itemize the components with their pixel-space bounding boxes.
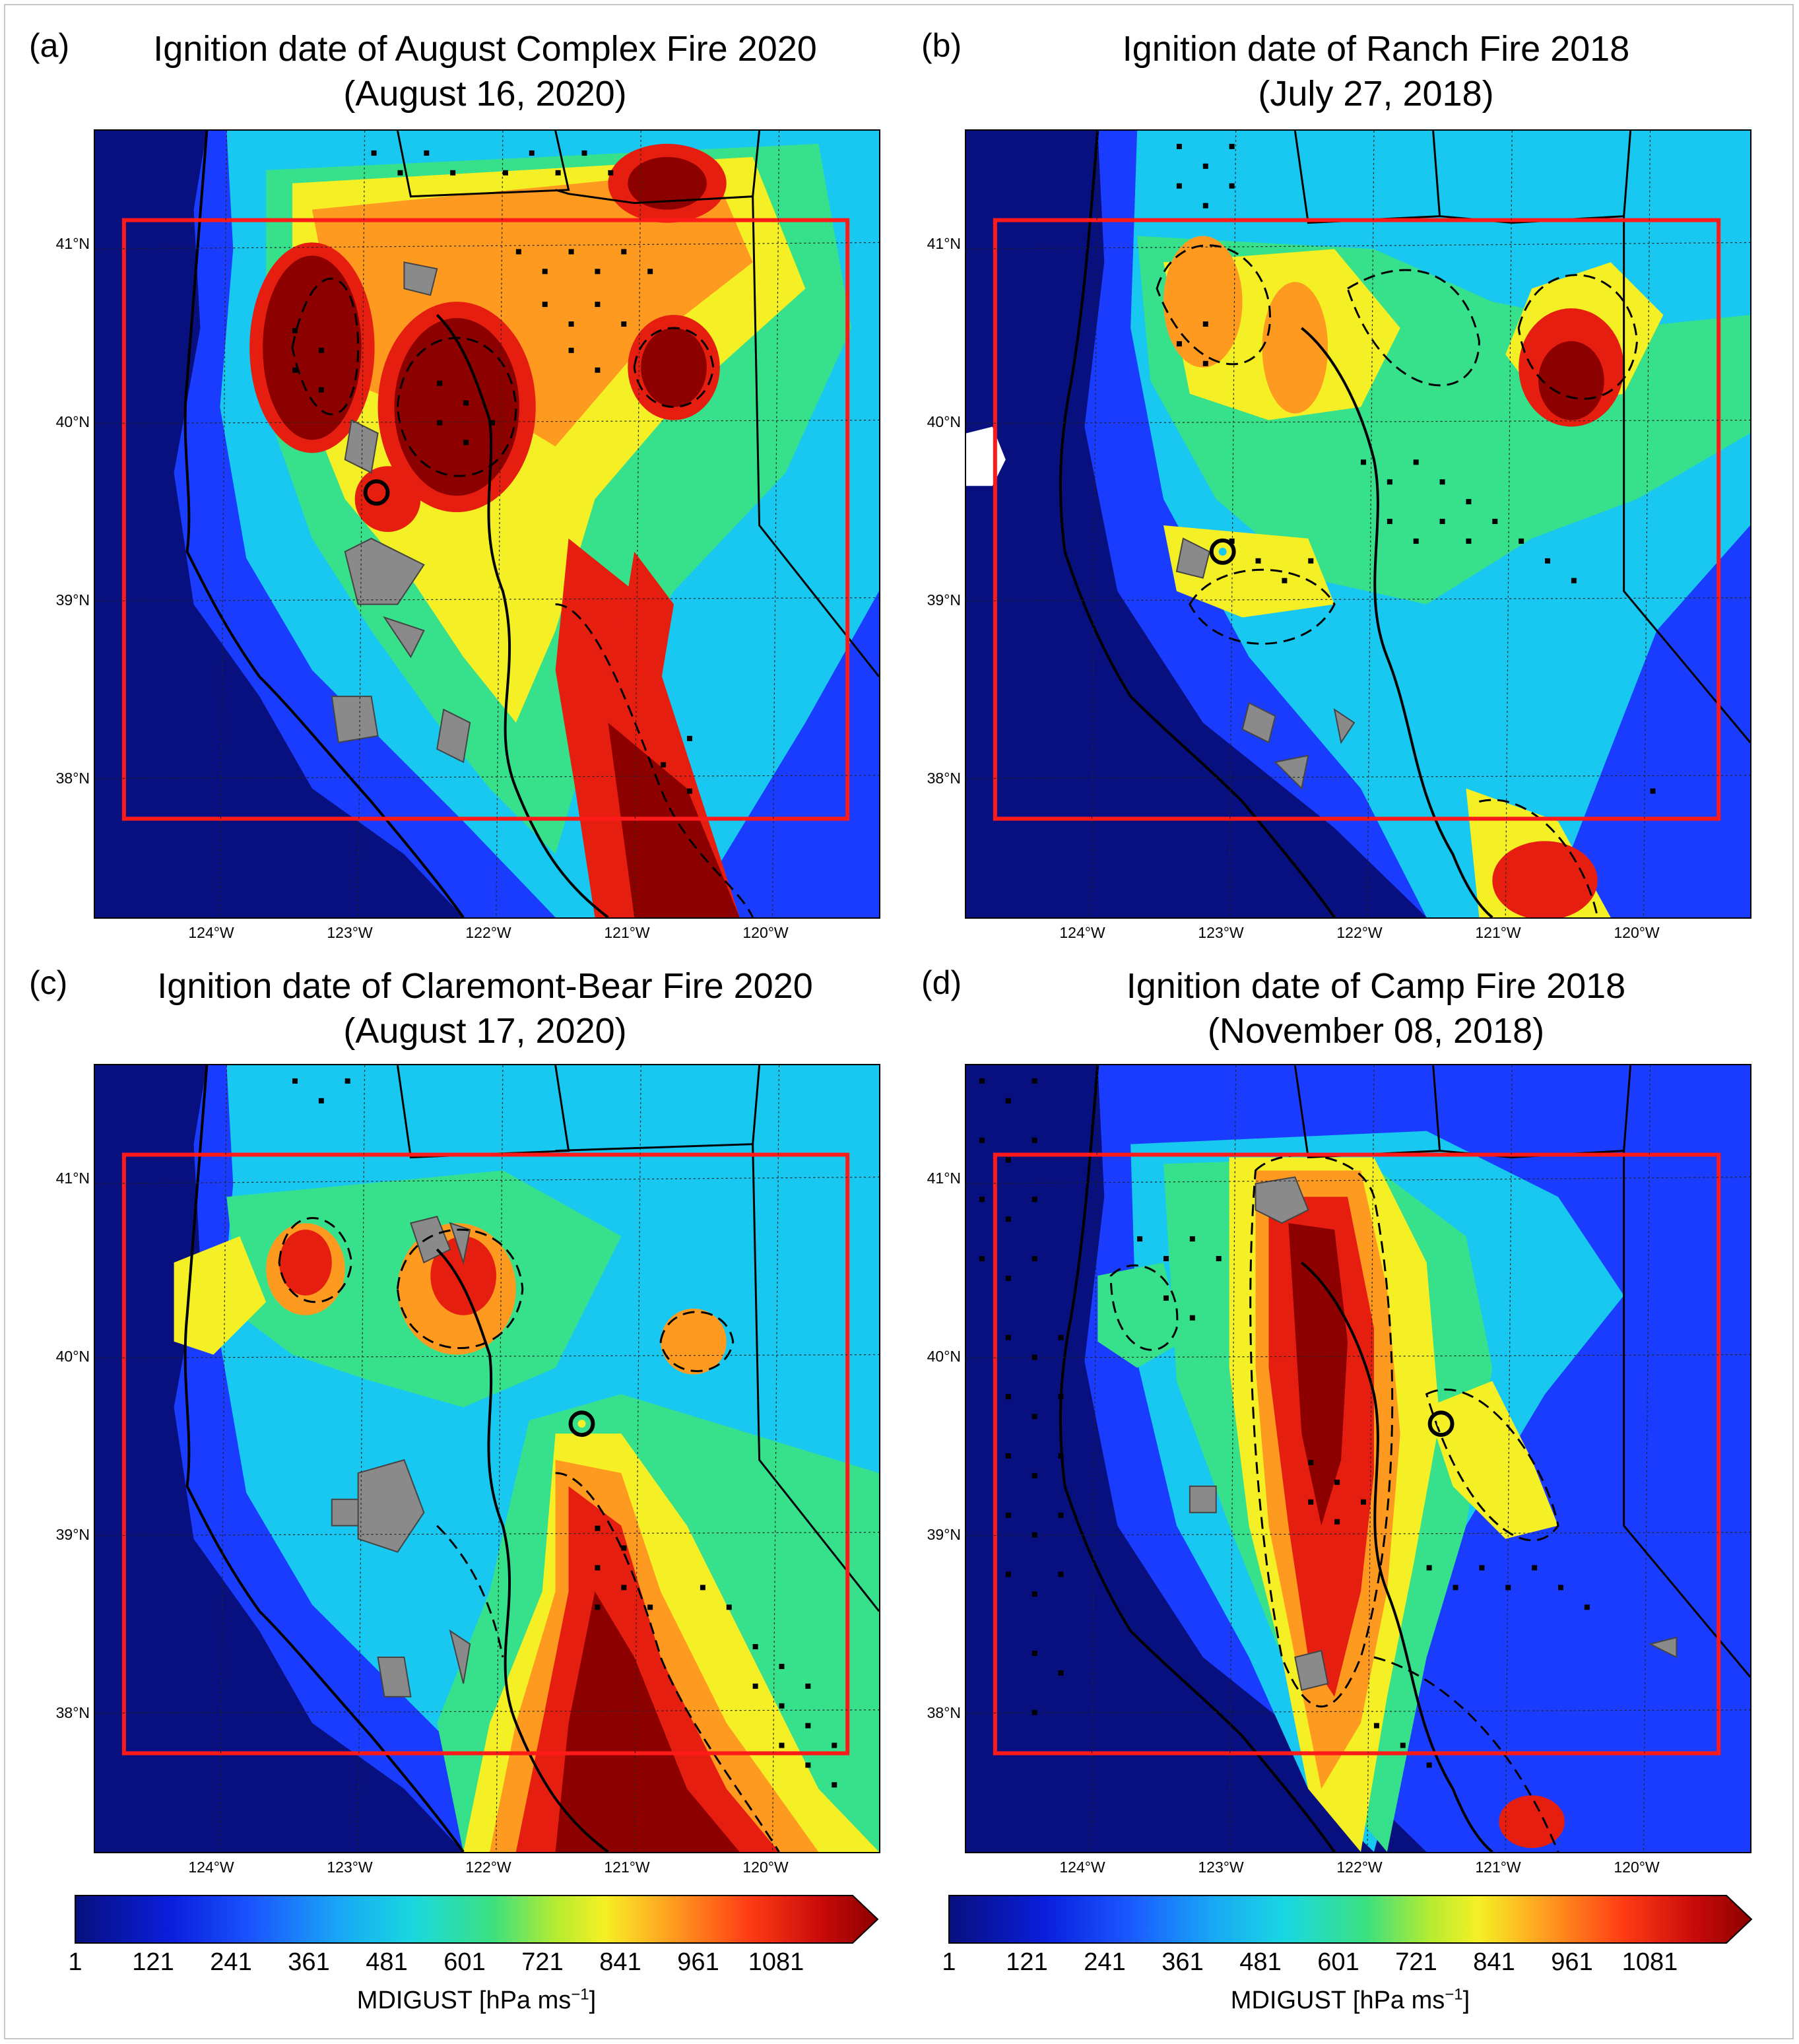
panel-title-b: Ignition date of Ranch Fire 2018 (July 2… — [983, 26, 1769, 116]
cbar-right-tick-361: 361 — [1161, 1948, 1204, 1976]
lat-label-38-b: 38°N — [927, 770, 961, 787]
lat-label-41-a: 41°N — [55, 235, 90, 252]
cbar-left-tick-601: 601 — [443, 1948, 486, 1976]
cbar-right-label-close: ] — [1462, 1987, 1470, 2014]
lon-label-124-b: 124°W — [1059, 924, 1105, 941]
lon-label-122-a: 122°W — [465, 924, 511, 941]
panel-letter-c: (c) — [29, 964, 68, 1001]
cbar-left-tick-121: 121 — [132, 1948, 174, 1976]
cbar-right-tick-241: 241 — [1084, 1948, 1126, 1976]
lat-label-38-d: 38°N — [927, 1704, 961, 1721]
cbar-right-label-exp: −1 — [1445, 1985, 1463, 2004]
lon-label-123-b: 123°W — [1198, 924, 1244, 941]
cbar-right-tick-1081: 1081 — [1621, 1948, 1678, 1976]
panel-title-a-line2: (August 16, 2020) — [343, 74, 627, 114]
cbar-left-label-main: MDIGUST [hPa ms — [356, 1987, 572, 2014]
lon-label-123-d: 123°W — [1198, 1859, 1244, 1876]
lon-label-120-c: 120°W — [742, 1859, 789, 1876]
cbar-right-label-main: MDIGUST [hPa ms — [1230, 1987, 1445, 2014]
map-panel-c — [94, 1064, 880, 1853]
lon-label-120-b: 120°W — [1614, 924, 1660, 941]
lat-label-39-c: 39°N — [55, 1526, 90, 1543]
cbar-left-tick-1: 1 — [68, 1948, 82, 1976]
colorbar-left — [74, 1893, 879, 1946]
cbar-left-tick-481: 481 — [366, 1948, 408, 1976]
colorbar-left-label: MDIGUST [hPa ms−1] — [245, 1987, 707, 2015]
cbar-left-tick-841: 841 — [599, 1948, 641, 1976]
cbar-right-tick-481: 481 — [1239, 1948, 1282, 1976]
cbar-right-tick-721: 721 — [1395, 1948, 1437, 1976]
cbar-right-tick-1: 1 — [942, 1948, 956, 1976]
lon-label-122-d: 122°W — [1336, 1859, 1383, 1876]
lon-label-121-c: 121°W — [604, 1859, 650, 1876]
panel-letter-a: (a) — [29, 27, 70, 64]
cbar-right-tick-961: 961 — [1551, 1948, 1593, 1976]
lat-label-39-a: 39°N — [55, 591, 90, 609]
cbar-left-label-close: ] — [589, 1987, 597, 2014]
ignition-point-icon — [363, 479, 390, 506]
lon-label-124-a: 124°W — [188, 924, 234, 941]
ignition-point-icon — [1427, 1410, 1455, 1437]
lon-label-124-d: 124°W — [1059, 1859, 1105, 1876]
cbar-right-tick-601: 601 — [1317, 1948, 1359, 1976]
stipple-significance-d — [979, 1078, 1590, 1768]
lat-label-39-d: 39°N — [927, 1526, 961, 1543]
lat-label-41-b: 41°N — [927, 235, 961, 252]
panel-title-d-line2: (November 08, 2018) — [1207, 1011, 1545, 1051]
lat-label-38-c: 38°N — [55, 1704, 90, 1721]
colorbar-right — [948, 1893, 1753, 1946]
panel-title-c-line1: Ignition date of Claremont-Bear Fire 202… — [157, 966, 813, 1006]
lon-label-120-d: 120°W — [1614, 1859, 1660, 1876]
cbar-left-tick-361: 361 — [288, 1948, 330, 1976]
lon-label-120-a: 120°W — [742, 924, 789, 941]
cbar-left-tick-721: 721 — [521, 1948, 564, 1976]
panel-title-c: Ignition date of Claremont-Bear Fire 202… — [92, 964, 878, 1053]
cbar-left-tick-241: 241 — [210, 1948, 252, 1976]
colorbar-right-label: MDIGUST [hPa ms−1] — [1119, 1987, 1581, 2015]
map-panel-b — [965, 129, 1751, 919]
lon-label-122-c: 122°W — [465, 1859, 511, 1876]
colorbar-extend-arrow-icon — [948, 1895, 1753, 1944]
panel-title-d-line1: Ignition date of Camp Fire 2018 — [1126, 966, 1626, 1006]
lat-label-41-d: 41°N — [927, 1170, 961, 1187]
lat-label-39-b: 39°N — [927, 591, 961, 609]
lat-label-40-a: 40°N — [55, 413, 90, 430]
lat-label-40-b: 40°N — [927, 413, 961, 430]
figure-frame — [4, 4, 1794, 2039]
panel-title-d: Ignition date of Camp Fire 2018 (Novembe… — [983, 964, 1769, 1053]
map-panel-a — [94, 129, 880, 919]
panel-letter-d: (d) — [921, 964, 962, 1001]
panel-title-b-line1: Ignition date of Ranch Fire 2018 — [1122, 29, 1630, 69]
ignition-point-icon — [1209, 538, 1236, 565]
cbar-right-tick-841: 841 — [1473, 1948, 1515, 1976]
cbar-left-tick-1081: 1081 — [748, 1948, 804, 1976]
lon-label-122-b: 122°W — [1336, 924, 1383, 941]
stipple-significance-b — [1176, 143, 1656, 794]
lat-label-38-a: 38°N — [55, 770, 90, 787]
panel-title-a-line1: Ignition date of August Complex Fire 202… — [153, 29, 817, 69]
lon-label-124-c: 124°W — [188, 1859, 234, 1876]
lon-label-121-a: 121°W — [604, 924, 650, 941]
ignition-point-icon — [568, 1410, 595, 1437]
panel-title-b-line2: (July 27, 2018) — [1258, 74, 1494, 114]
stipple-significance-a — [292, 150, 692, 794]
lon-label-123-c: 123°W — [327, 1859, 373, 1876]
lat-label-40-c: 40°N — [55, 1348, 90, 1365]
lon-label-121-d: 121°W — [1475, 1859, 1521, 1876]
lon-label-123-a: 123°W — [327, 924, 373, 941]
colorbar-extend-arrow-icon — [75, 1895, 879, 1944]
panel-title-c-line2: (August 17, 2020) — [343, 1011, 627, 1051]
stipple-significance-c — [292, 1078, 837, 1788]
map-panel-d — [965, 1064, 1751, 1853]
cbar-left-label-exp: −1 — [571, 1985, 589, 2004]
cbar-right-tick-121: 121 — [1006, 1948, 1048, 1976]
lon-label-121-b: 121°W — [1475, 924, 1521, 941]
lat-label-40-d: 40°N — [927, 1348, 961, 1365]
panel-title-a: Ignition date of August Complex Fire 202… — [92, 26, 878, 116]
cbar-left-tick-961: 961 — [677, 1948, 719, 1976]
lat-label-41-c: 41°N — [55, 1170, 90, 1187]
panel-letter-b: (b) — [921, 27, 962, 64]
